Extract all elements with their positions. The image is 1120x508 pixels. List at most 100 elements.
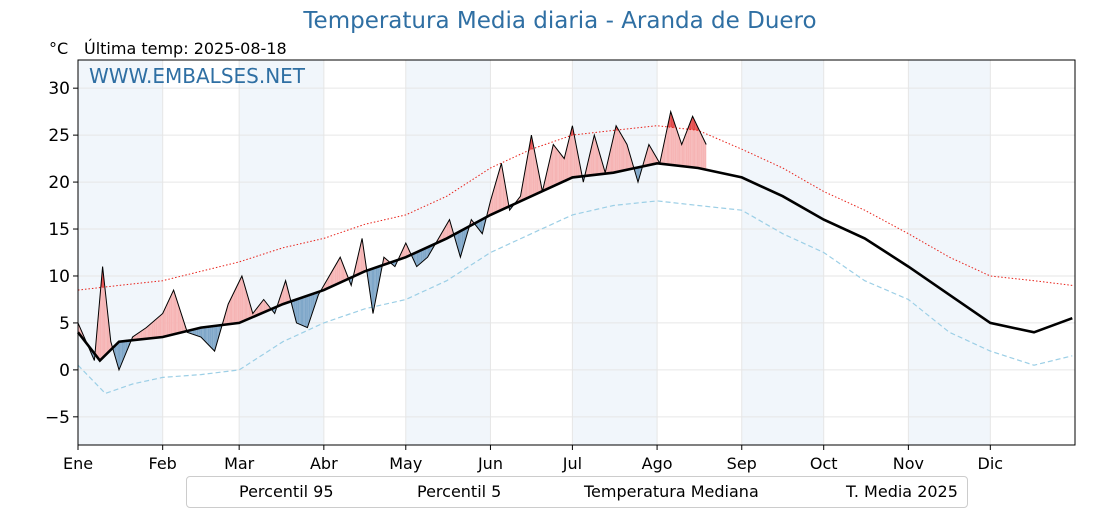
line-percentil-5 <box>77 200 1073 395</box>
anomaly-fill-cold <box>478 220 480 231</box>
anomaly-fill-cold <box>368 269 371 295</box>
unit-label: °C <box>49 39 69 58</box>
anomaly-fill-warm <box>595 139 597 175</box>
anomaly-fill-warm <box>562 156 565 182</box>
anomaly-fill-warm <box>505 186 507 209</box>
anomaly-fill-warm <box>673 119 675 166</box>
y-tick-label: 20 <box>48 173 70 193</box>
anomaly-fill-warm <box>532 142 535 196</box>
anomaly-fill-cold <box>203 327 206 342</box>
anomaly-fill-cold <box>308 294 311 324</box>
anomaly-fill-warm <box>250 304 252 319</box>
anomaly-fill-warm <box>648 144 651 166</box>
x-tick-label: Sep <box>727 454 757 473</box>
anomaly-fill-warm <box>161 313 163 338</box>
anomaly-fill-cold <box>196 328 199 337</box>
x-tick-label: Abr <box>310 454 338 473</box>
x-tick-label: Jun <box>477 454 503 473</box>
anomaly-fill-warm <box>700 133 703 169</box>
anomaly-fill-warm <box>572 125 574 178</box>
anomaly-fill-warm <box>332 268 334 287</box>
anomaly-fill-cold <box>299 298 301 325</box>
anomaly-fill-warm <box>228 301 230 325</box>
anomaly-fill-cold <box>423 248 425 261</box>
x-tick-label: Jul <box>562 454 582 473</box>
anomaly-fill-warm <box>650 146 652 165</box>
anomaly-fill-warm <box>149 324 151 339</box>
anomaly-fill-warm <box>180 311 182 333</box>
y-axis: −5 0 5 10 15 20 25 30 <box>45 79 78 428</box>
anomaly-fill-warm <box>340 257 342 283</box>
anomaly-fill-warm <box>616 125 618 173</box>
anomaly-fill-warm <box>557 149 559 185</box>
anomaly-fill-warm <box>240 275 242 323</box>
anomaly-fill-warm <box>553 144 555 187</box>
anomaly-fill-warm <box>688 123 690 168</box>
anomaly-fill-warm <box>564 153 566 182</box>
anomaly-fill-warm <box>592 135 595 176</box>
anomaly-fill-warm <box>329 273 331 288</box>
anomaly-fill-cold <box>460 230 462 258</box>
anomaly-fill-cold <box>213 325 215 352</box>
anomaly-fill-warm <box>259 302 262 315</box>
anomaly-fill-warm <box>162 310 165 338</box>
anomaly-fill-warm <box>147 325 150 339</box>
anomaly-fill-warm <box>158 315 160 338</box>
anomaly-fill-warm <box>404 243 406 258</box>
last-temp-label: Última temp: 2025-08-18 <box>84 39 287 58</box>
anomaly-fill-warm <box>144 327 147 339</box>
anomaly-fill-warm <box>502 171 505 210</box>
anomaly-fill-warm <box>491 191 494 215</box>
anomaly-fill-warm <box>681 140 684 167</box>
anomaly-fill-warm <box>103 279 106 357</box>
anomaly-fill-cold <box>120 341 122 367</box>
anomaly-fill-warm <box>676 128 678 166</box>
x-tick-label: Mar <box>224 454 255 473</box>
anomaly-fill-warm <box>696 124 699 168</box>
anomaly-fill-warm <box>565 147 567 181</box>
anomaly-fill-cold <box>310 294 312 320</box>
anomaly-fill-warm <box>530 135 532 197</box>
anomaly-fill-warm <box>551 144 554 187</box>
anomaly-fill-warm <box>558 151 561 184</box>
anomaly-fill-warm <box>521 180 524 201</box>
y-tick-label: 0 <box>59 361 70 381</box>
anomaly-fill-cold <box>209 326 211 347</box>
anomaly-fill-warm <box>239 278 241 323</box>
x-tick-label: Oct <box>810 454 838 473</box>
x-tick-label: Ene <box>63 454 93 473</box>
anomaly-fill-warm <box>383 257 386 265</box>
anomaly-fill-warm <box>263 299 266 313</box>
anomaly-fill-warm <box>151 321 154 339</box>
month-bands <box>78 60 991 445</box>
anomaly-fill-cold <box>121 341 124 364</box>
anomaly-fill-warm <box>446 221 449 239</box>
anomaly-fill-warm <box>442 229 445 241</box>
anomaly-fill-warm <box>448 219 450 238</box>
anomaly-fill-cold <box>422 249 424 262</box>
anomaly-fill-cold <box>123 341 125 361</box>
anomaly-fill-warm <box>136 333 139 340</box>
anomaly-fill-warm <box>618 130 621 172</box>
anomaly-fill-warm <box>236 284 238 324</box>
anomaly-fill-warm <box>108 316 110 353</box>
anomaly-fills <box>78 111 707 370</box>
anomaly-fill-warm <box>610 143 613 173</box>
anomaly-fill-warm <box>284 280 286 304</box>
anomaly-fill-warm <box>494 182 496 214</box>
anomaly-fill-cold <box>117 341 119 370</box>
anomaly-fill-warm <box>612 137 614 173</box>
line-t-media-2025 <box>77 109 707 372</box>
anomaly-fill-warm <box>174 294 177 334</box>
anomaly-fill-cold <box>300 297 302 326</box>
anomaly-fill-warm <box>333 266 335 286</box>
anomaly-fill-warm <box>99 282 102 361</box>
anomaly-fill-warm <box>525 158 528 199</box>
anomaly-fill-warm <box>330 271 333 287</box>
anomaly-fill-warm <box>495 177 498 213</box>
x-tick-label: Nov <box>893 454 924 473</box>
anomaly-fill-warm <box>590 146 592 176</box>
anomaly-fill-warm <box>280 292 282 306</box>
